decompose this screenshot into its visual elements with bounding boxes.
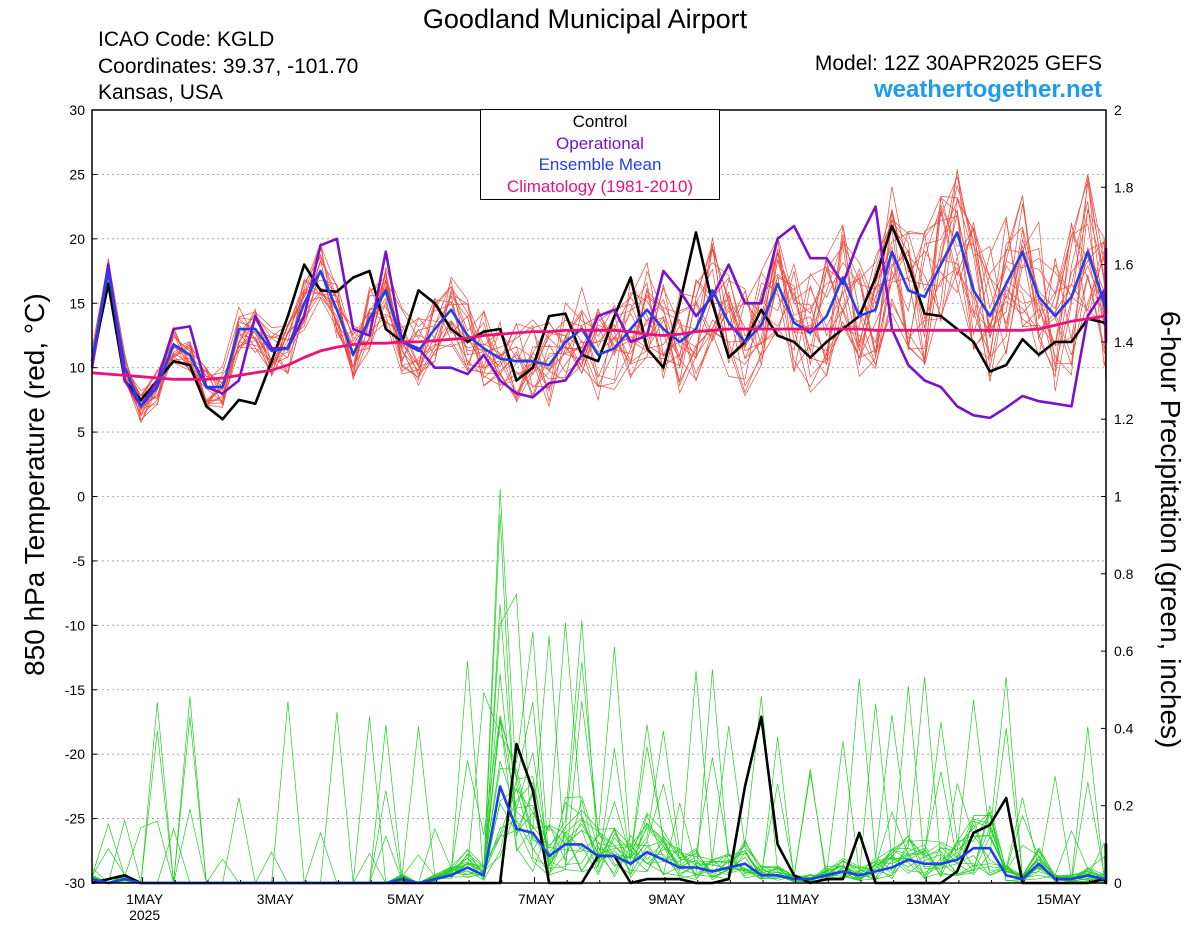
y-tick-label-left: 0: [77, 489, 85, 505]
member-precip-line: [91, 676, 1107, 884]
member-temp-line: [91, 207, 1107, 403]
x-tick-label: 15MAY: [1036, 891, 1082, 907]
y-tick-label-right: 0: [1114, 875, 1122, 891]
member-precip-line: [91, 631, 1107, 884]
x-tick-label: 1MAY: [126, 891, 164, 907]
y-tick-label-left: -10: [65, 617, 85, 633]
y-tick-label-right: 0.2: [1114, 798, 1134, 814]
x-tick-label: 9MAY: [649, 891, 687, 907]
member-temp-line: [91, 196, 1107, 408]
y-tick-label-left: 15: [69, 295, 85, 311]
climatology-line: [91, 306, 1108, 381]
y-tick-label-left: 25: [69, 166, 85, 182]
y-tick-label-right: 0.4: [1114, 720, 1134, 736]
y-tick-label-right: 0.6: [1114, 643, 1134, 659]
axis-ticks: 302520151050-5-10-15-20-25-3021.81.61.41…: [65, 102, 1134, 923]
ensemble-member-temperature-lines: [91, 169, 1107, 424]
x-year-label: 2025: [129, 907, 160, 923]
y-tick-label-right: 1.4: [1114, 334, 1134, 350]
legend-entry-ensemble-mean: Ensemble Mean: [538, 155, 662, 174]
member-temp-line: [91, 215, 1107, 417]
y-tick-label-left: 30: [69, 102, 85, 118]
legend: Control Operational Ensemble Mean Climat…: [480, 109, 720, 200]
legend-entry-climatology: Climatology (1981-2010): [506, 176, 694, 196]
member-precip-line: [91, 593, 1107, 884]
y-tick-label-right: 1.2: [1114, 411, 1134, 427]
model-run-label: Model: 12Z 30APR2025 GEFS: [814, 52, 1102, 75]
control-line: [90, 224, 1108, 421]
series-lines: [90, 205, 1108, 885]
y-tick-label-left: -15: [65, 682, 85, 698]
y-axis-label-right: 6-hour Precipitation (green, inches): [1155, 311, 1186, 749]
y-tick-label-left: 10: [69, 360, 85, 376]
y-tick-label-left: -5: [73, 553, 86, 569]
y-tick-label-right: 1.8: [1114, 179, 1134, 195]
member-temp-line: [91, 195, 1107, 397]
y-tick-label-right: 1.6: [1114, 257, 1134, 273]
ensemble-member-precipitation-lines: [91, 489, 1107, 884]
y-tick-label-right: 0.8: [1114, 566, 1134, 582]
x-tick-label: 11MAY: [776, 891, 820, 907]
x-tick-label: 13MAY: [906, 891, 952, 907]
member-precip-line: [91, 701, 1107, 884]
y-tick-label-left: -25: [65, 811, 85, 827]
site-link[interactable]: weathertogether.net: [873, 76, 1102, 103]
page-title: Goodland Municipal Airport: [422, 4, 748, 34]
y-tick-label-left: 5: [77, 424, 85, 440]
member-temp-line: [91, 175, 1107, 416]
member-temp-line: [91, 174, 1107, 408]
y-tick-label-right: 2: [1114, 102, 1122, 118]
coordinates: Coordinates: 39.37, -101.70: [98, 55, 359, 78]
member-temp-line: [91, 223, 1107, 416]
member-precip-line: [91, 604, 1107, 884]
legend-entry-control: Control: [572, 112, 628, 131]
ensemble-mean-line: [90, 231, 1108, 408]
y-tick-label-right: 1: [1114, 489, 1122, 505]
location: Kansas, USA: [98, 81, 223, 104]
x-tick-label: 3MAY: [257, 891, 295, 907]
y-axis-label-left: 850 hPa Temperature (red, °C): [19, 293, 50, 676]
member-temp-line: [91, 200, 1107, 408]
icao-code: ICAO Code: KGLD: [98, 28, 275, 51]
y-tick-label-left: 20: [69, 231, 85, 247]
x-tick-label: 5MAY: [387, 891, 425, 907]
y-tick-label-left: -30: [65, 875, 85, 891]
member-temp-line: [91, 203, 1107, 421]
x-tick-label: 7MAY: [518, 891, 556, 907]
legend-entry-operational: Operational: [556, 133, 644, 153]
y-tick-label-left: -20: [65, 746, 85, 762]
